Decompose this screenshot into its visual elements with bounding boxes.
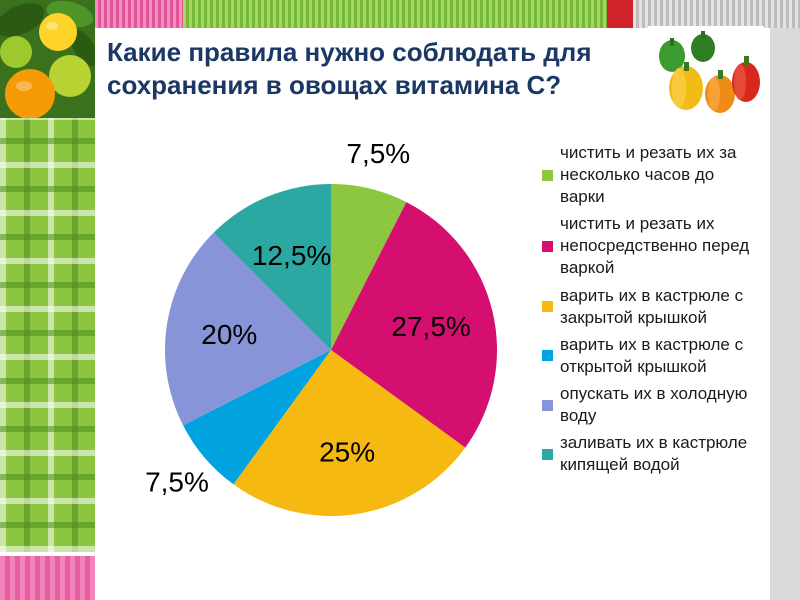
legend-label-2: чистить и резать их непосредственно пере… [560,214,750,278]
legend-marker-6 [542,448,553,460]
green-plaid-pattern [0,118,95,552]
top-stripe-pink [95,0,183,28]
chart-legend: чистить и резать их за несколько часов д… [542,142,762,476]
pie-label-3: 25% [319,437,375,468]
pink-bottom-block [0,556,95,600]
legend-item-3: варить их в кастрюле с закрытой крышкой [542,285,762,329]
right-gray-margin [770,28,800,600]
legend-label-4: варить их в кастрюле с открытой крышкой [560,334,744,376]
legend-item-4: варить их в кастрюле с открытой крышкой [542,334,762,378]
pie-slice-2 [331,202,498,448]
legend-label-6: заливать их в кастрюле кипящей водой [560,433,748,475]
pie-slice-4 [183,350,331,485]
pie-label-6: 12,5% [252,240,331,271]
peppers-photo [648,26,764,122]
legend-label-5: опускать их в холодную воду [560,383,748,426]
pie-chart: 7,5% 27,5% 25% 7,5% 20% 12,5% [145,138,498,517]
pie-chart-area: 7,5% 27,5% 25% 7,5% 20% 12,5% [111,130,551,570]
top-stripe-red [607,0,633,28]
pie-slice-5 [164,232,331,426]
pie-label-5: 20% [201,319,257,350]
pie-label-4: 7,5% [145,467,209,498]
slide-title: Какие правила нужно соблюдать для сохран… [107,37,592,101]
legend-marker-1 [542,169,553,181]
legend-item-6: заливать их в кастрюле кипящей водой [542,432,762,476]
legend-label-1: чистить и резать их за несколько часов д… [560,143,737,207]
fruits-photo [0,0,95,118]
pie-slice-6 [213,184,331,350]
left-decor-strip [0,0,95,600]
legend-item-5: опускать их в холодную воду [542,383,762,427]
pie-label-1: 7,5% [346,138,410,169]
legend-item-1: чистить и резать их за несколько часов д… [542,142,762,208]
pie-slice-3 [233,350,466,517]
legend-label-3: варить их в кастрюле с закрытой крышкой [560,285,744,327]
legend-marker-2 [542,240,553,252]
legend-item-2: чистить и резать их непосредственно пере… [542,213,762,279]
top-stripe-gray [633,0,800,28]
top-stripe-green [183,0,607,28]
pie-slice-1 [331,184,407,350]
legend-marker-4 [542,350,553,362]
legend-marker-3 [542,301,553,313]
top-stripe-band [95,0,800,28]
legend-marker-5 [542,399,553,411]
pie-label-2: 27,5% [391,311,470,342]
